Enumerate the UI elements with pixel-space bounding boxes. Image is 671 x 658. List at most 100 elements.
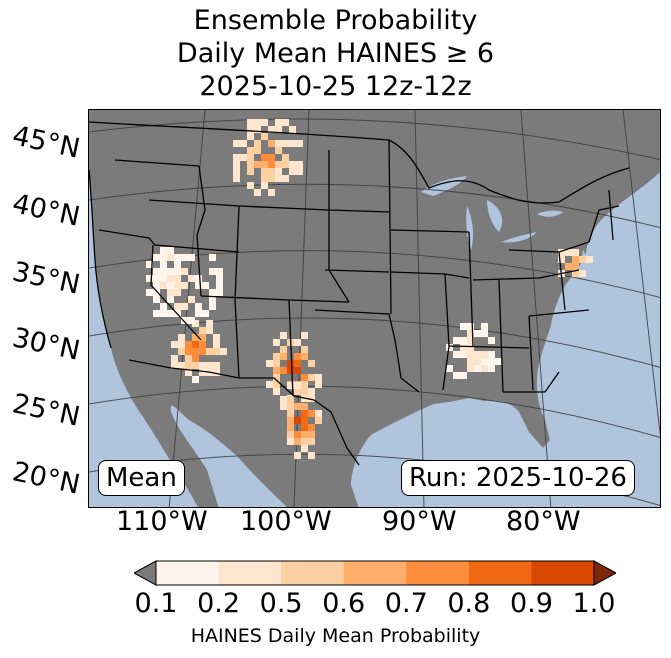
probability-cell <box>296 161 303 168</box>
probability-cell <box>254 147 261 154</box>
probability-cell <box>261 175 268 182</box>
colorbar-bin <box>156 561 220 585</box>
probability-cell <box>558 249 565 256</box>
probability-cell <box>153 296 160 303</box>
colorbar-tick-label: 1.0 <box>572 588 616 619</box>
probability-cell <box>192 362 199 369</box>
probability-cell <box>460 337 467 344</box>
run-date-badge: Run: 2025-10-26 <box>401 460 635 496</box>
probability-cell <box>247 161 254 168</box>
probability-cell <box>287 431 294 438</box>
probability-cell <box>467 337 474 344</box>
probability-cell <box>558 256 565 263</box>
probability-cell <box>301 438 308 445</box>
probability-cell <box>160 275 167 282</box>
probability-cell <box>315 374 322 381</box>
probability-cell <box>153 310 160 317</box>
probability-cell <box>261 119 268 126</box>
probability-cell <box>233 161 240 168</box>
probability-cell <box>481 330 488 337</box>
probability-cell <box>308 395 315 402</box>
probability-cell <box>572 249 579 256</box>
probability-cell <box>282 175 289 182</box>
colorbar-tick-label: 0.2 <box>197 588 241 619</box>
probability-cell <box>178 334 185 341</box>
probability-cell <box>280 332 287 339</box>
probability-cell <box>195 282 202 289</box>
probability-cell <box>240 140 247 147</box>
probability-cell <box>160 268 167 275</box>
probability-cell <box>213 334 220 341</box>
probability-cell <box>268 175 275 182</box>
probability-cell <box>301 445 308 452</box>
probability-cell <box>301 403 308 410</box>
probability-cell <box>315 381 322 388</box>
probability-cell <box>446 365 453 372</box>
probability-cell <box>188 296 195 303</box>
probability-cell <box>167 268 174 275</box>
probability-cell <box>153 275 160 282</box>
probability-cell <box>453 372 460 379</box>
lake-erie <box>501 232 537 243</box>
probability-cell <box>206 320 213 327</box>
probability-cell <box>185 348 192 355</box>
probability-cell <box>160 247 167 254</box>
probability-cell <box>160 282 167 289</box>
probability-cell <box>308 438 315 445</box>
title-line-1: Ensemble Probability <box>193 5 478 36</box>
map-canvas <box>89 110 660 507</box>
lat-label-20n: 20°N <box>9 456 83 501</box>
probability-cell <box>301 346 308 353</box>
probability-cell <box>195 303 202 310</box>
probability-cell <box>467 344 474 351</box>
colorbar-tick-label: 0.6 <box>322 588 366 619</box>
probability-cell <box>481 323 488 330</box>
probability-cell <box>174 282 181 289</box>
probability-cell <box>315 410 322 417</box>
probability-shading <box>146 119 593 459</box>
colorbar-bin <box>406 561 470 585</box>
colorbar-tick-label: 0.1 <box>134 588 178 619</box>
probability-cell <box>488 365 495 372</box>
probability-cell <box>199 348 206 355</box>
probability-cell <box>308 389 315 396</box>
probability-cell <box>287 424 294 431</box>
probability-cell <box>488 337 495 344</box>
probability-cell <box>199 327 206 334</box>
lat-label-45n: 45°N <box>9 120 83 165</box>
probability-cell <box>254 119 261 126</box>
probability-cell <box>146 289 153 296</box>
probability-cell <box>282 161 289 168</box>
probability-cell <box>460 372 467 379</box>
probability-cell <box>287 410 294 417</box>
map-panel <box>88 109 661 508</box>
probability-cell <box>160 310 167 317</box>
probability-cell <box>579 270 586 277</box>
probability-cell <box>467 358 474 365</box>
probability-cell <box>294 360 301 367</box>
probability-cell <box>301 431 308 438</box>
probability-cell <box>282 119 289 126</box>
probability-cell <box>209 289 216 296</box>
probability-cell <box>289 161 296 168</box>
probability-cell <box>185 341 192 348</box>
probability-cell <box>289 126 296 133</box>
probability-cell <box>579 256 586 263</box>
probability-cell <box>254 189 261 196</box>
probability-cell <box>268 126 275 133</box>
title-line-2: Daily Mean HAINES ≥ 6 <box>176 38 495 69</box>
probability-cell <box>273 367 280 374</box>
probability-cell <box>294 339 301 346</box>
probability-cell <box>296 140 303 147</box>
probability-cell <box>181 268 188 275</box>
probability-cell <box>174 289 181 296</box>
probability-cell <box>467 323 474 330</box>
probability-cell <box>233 140 240 147</box>
probability-cell <box>167 247 174 254</box>
probability-cell <box>199 369 206 376</box>
probability-cell <box>268 154 275 161</box>
probability-cell <box>213 341 220 348</box>
probability-cell <box>209 296 216 303</box>
probability-cell <box>171 341 178 348</box>
probability-cell <box>275 161 282 168</box>
